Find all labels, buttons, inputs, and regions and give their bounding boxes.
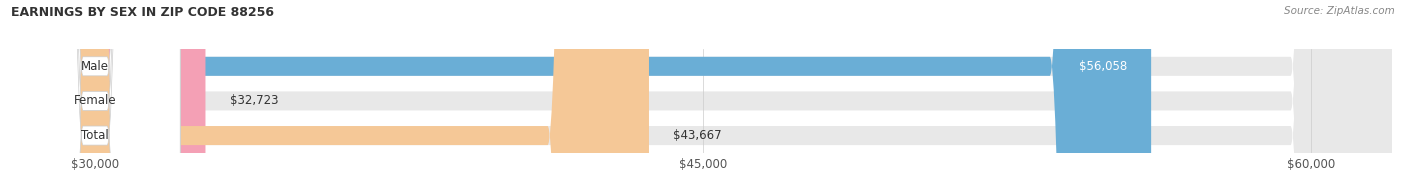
- Text: Male: Male: [82, 60, 110, 73]
- Text: Female: Female: [73, 94, 117, 107]
- Text: $56,058: $56,058: [1078, 60, 1126, 73]
- FancyBboxPatch shape: [14, 0, 1392, 196]
- FancyBboxPatch shape: [14, 0, 1152, 196]
- FancyBboxPatch shape: [14, 0, 1392, 196]
- Text: $32,723: $32,723: [229, 94, 278, 107]
- FancyBboxPatch shape: [14, 0, 650, 196]
- FancyBboxPatch shape: [14, 0, 1392, 196]
- FancyBboxPatch shape: [10, 0, 180, 196]
- FancyBboxPatch shape: [10, 0, 180, 196]
- Text: Source: ZipAtlas.com: Source: ZipAtlas.com: [1284, 6, 1395, 16]
- FancyBboxPatch shape: [14, 0, 205, 196]
- Text: EARNINGS BY SEX IN ZIP CODE 88256: EARNINGS BY SEX IN ZIP CODE 88256: [11, 6, 274, 19]
- Text: $43,667: $43,667: [673, 129, 721, 142]
- Text: Total: Total: [82, 129, 110, 142]
- FancyBboxPatch shape: [10, 0, 180, 196]
